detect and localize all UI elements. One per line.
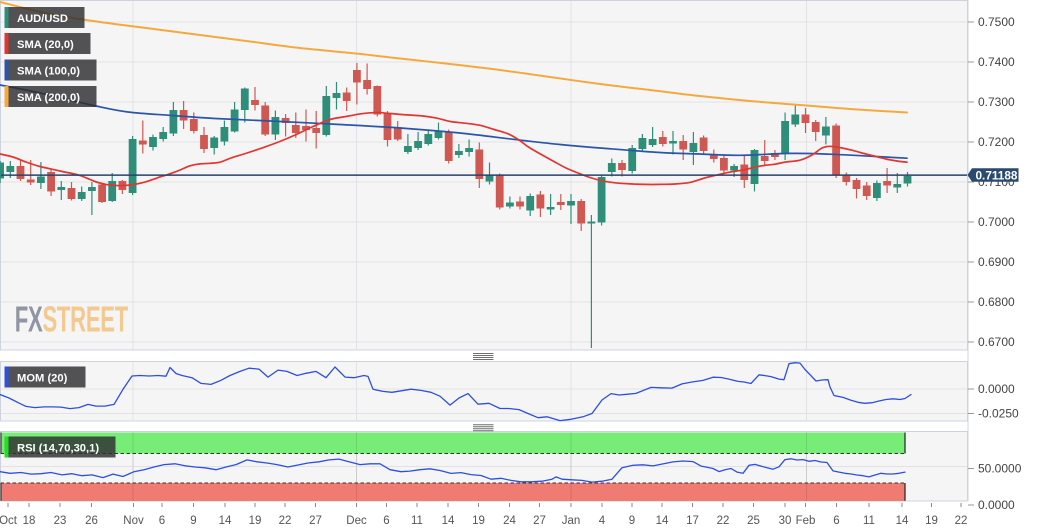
svg-text:0.7400: 0.7400 — [978, 55, 1015, 69]
svg-text:Dec: Dec — [346, 515, 367, 527]
svg-text:0.7000: 0.7000 — [978, 215, 1015, 229]
svg-text:9: 9 — [629, 515, 635, 527]
svg-text:11: 11 — [863, 515, 875, 527]
svg-text:0.7500: 0.7500 — [978, 15, 1015, 29]
svg-text:RSI (14,70,30,1): RSI (14,70,30,1) — [17, 443, 99, 455]
svg-text:SMA (100,0): SMA (100,0) — [17, 66, 80, 78]
svg-text:50.0000: 50.0000 — [978, 462, 1022, 476]
svg-text:6: 6 — [833, 515, 839, 527]
svg-text:11: 11 — [411, 515, 423, 527]
svg-text:0.71188: 0.71188 — [976, 169, 1018, 183]
svg-text:24: 24 — [503, 515, 516, 527]
svg-text:14: 14 — [442, 515, 455, 527]
svg-text:22: 22 — [955, 515, 968, 527]
svg-text:17: 17 — [686, 515, 699, 527]
svg-text:14: 14 — [219, 515, 232, 527]
svg-text:19: 19 — [472, 515, 485, 527]
svg-text:26: 26 — [85, 515, 98, 527]
svg-text:9: 9 — [190, 515, 196, 527]
svg-text:27: 27 — [309, 515, 322, 527]
svg-text:-0.0250: -0.0250 — [978, 407, 1019, 421]
svg-text:6: 6 — [159, 515, 165, 527]
svg-text:25: 25 — [747, 515, 760, 527]
svg-text:6: 6 — [383, 515, 389, 527]
svg-text:SMA (200,0): SMA (200,0) — [17, 92, 80, 104]
svg-text:0.6700: 0.6700 — [978, 335, 1015, 349]
svg-text:0.6800: 0.6800 — [978, 295, 1015, 309]
svg-text:19: 19 — [249, 515, 262, 527]
svg-text:27: 27 — [533, 515, 546, 527]
svg-text:14: 14 — [656, 515, 669, 527]
svg-text:0.6900: 0.6900 — [978, 255, 1015, 269]
svg-text:0.0000: 0.0000 — [978, 498, 1015, 512]
svg-text:SMA (20,0): SMA (20,0) — [17, 39, 74, 51]
svg-text:23: 23 — [54, 515, 67, 527]
svg-text:Oct: Oct — [0, 515, 18, 527]
svg-text:Jan: Jan — [562, 515, 581, 527]
svg-text:Feb: Feb — [796, 515, 816, 527]
svg-text:MOM (20): MOM (20) — [17, 373, 68, 385]
svg-text:18: 18 — [23, 515, 36, 527]
svg-text:22: 22 — [279, 515, 292, 527]
svg-text:14: 14 — [896, 515, 909, 527]
svg-text:19: 19 — [925, 515, 938, 527]
svg-text:0.7200: 0.7200 — [978, 135, 1015, 149]
svg-text:0.0000: 0.0000 — [978, 382, 1015, 396]
svg-text:Nov: Nov — [123, 515, 144, 527]
svg-text:AUD/USD: AUD/USD — [17, 13, 68, 25]
svg-text:22: 22 — [717, 515, 730, 527]
svg-text:0.7300: 0.7300 — [978, 95, 1015, 109]
svg-text:FXSTREET: FXSTREET — [15, 300, 128, 340]
svg-text:30: 30 — [779, 515, 792, 527]
svg-text:4: 4 — [599, 515, 606, 527]
